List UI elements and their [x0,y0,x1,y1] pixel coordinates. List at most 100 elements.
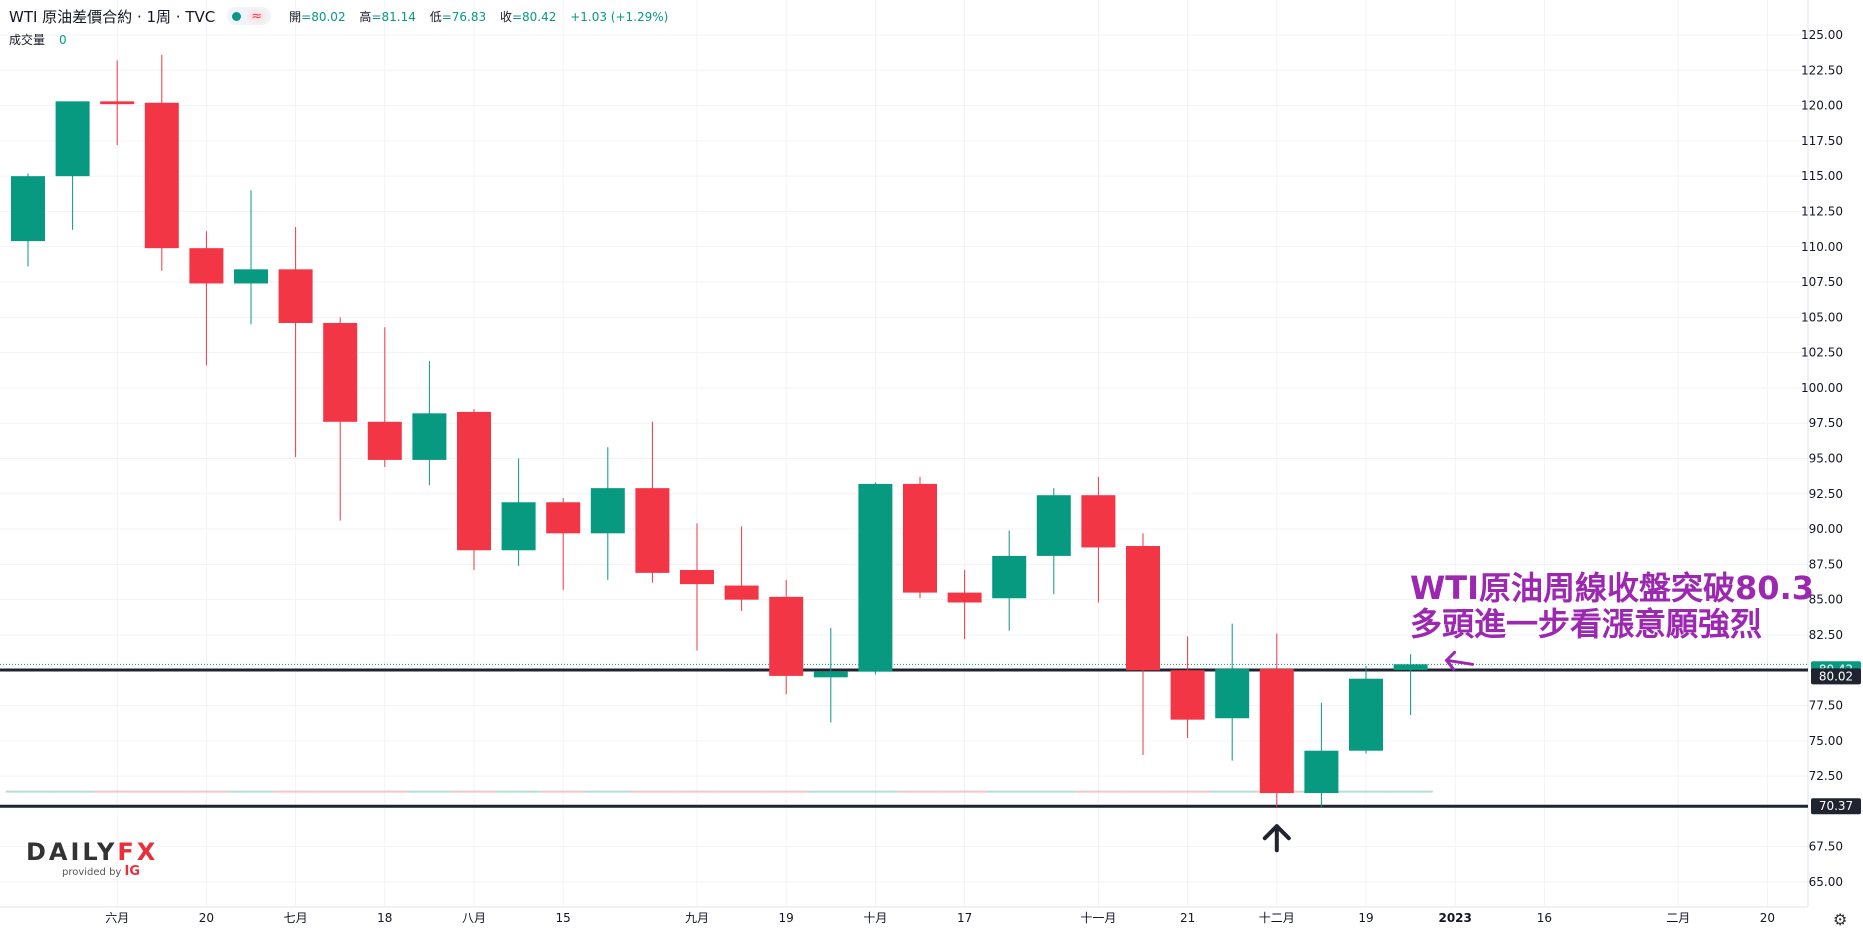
dailyfx-logo: DAILYFX provided by IG [26,838,158,879]
price-tick-label: 122.50 [1801,63,1843,77]
low-value: =76.83 [441,9,487,24]
time-tick-label: 六月 [105,911,129,925]
candle-body [1170,670,1205,720]
volume-label[interactable]: 成交量 [9,33,46,47]
candle-body [680,570,714,585]
candle [1393,654,1428,715]
close-value: =80.42 [511,9,557,24]
price-tick-label: 95.00 [1809,452,1843,466]
candle [1036,488,1071,595]
candle-body [813,671,848,678]
annotation-line-2: 多頭進一步看漲意願強烈 [1410,605,1763,643]
candle [501,458,536,566]
logo-brand-main: DAILY [26,838,118,866]
candle-body [11,176,45,242]
candle [457,409,491,571]
price-tick-label: 90.00 [1809,522,1843,536]
candle [947,570,982,640]
candle [1081,476,1116,603]
horizontal-lines [0,663,1808,808]
gear-icon[interactable]: ⚙ [1833,910,1848,929]
candle-body [1081,495,1116,548]
candle-body [323,322,358,422]
time-tick-label: 七月 [284,911,308,925]
candle [546,498,581,590]
candle-body [55,101,90,177]
candle-body [947,592,982,603]
candle [278,226,313,458]
logo-brand-fx: FX [117,838,159,866]
price-tick-label: 112.50 [1801,204,1843,218]
time-axis[interactable]: 六月 20 七月 18 八月 15 九月 19 十月 17 十一月 21 十二月 19 2023 16 二月 20 [105,911,1775,925]
low-label: 低 [429,9,442,24]
time-tick-label: 20 [199,911,214,925]
time-tick-label: 十月 [863,911,887,925]
candle [635,421,670,583]
symbol-title[interactable]: WTI 原油差價合約 · 1周 · TVC [9,7,216,26]
candle [680,523,714,651]
price-tick-label: 102.50 [1801,346,1843,360]
candle-body [1393,664,1428,670]
candle-body [724,585,759,600]
candle [189,231,224,366]
candle-body [278,269,313,323]
candle [724,526,759,611]
purple-arrow-head [1444,650,1457,671]
candle-body [367,421,402,460]
price-tag-bg [1811,798,1861,815]
price-tick-label: 115.00 [1801,169,1843,183]
high-label: 高 [359,9,372,24]
candle [1170,636,1205,739]
time-tick-label: 19 [1358,911,1373,925]
volume-value: 0 [59,33,67,47]
candle [903,476,937,599]
time-tick-label: 21 [1180,911,1195,925]
candle [992,530,1027,631]
up-arrow-head [1262,824,1291,841]
candle-body [769,596,804,676]
candle-body [1259,668,1294,794]
candle [1304,702,1339,808]
candle [813,627,848,723]
time-tick-label: 16 [1537,911,1552,925]
price-tick-label: 85.00 [1809,593,1843,607]
candle [1215,623,1250,761]
time-tick-label: 19 [779,911,794,925]
candle-body [546,502,581,534]
candle-body [234,269,268,284]
annotation-line-1: WTI原油周線收盤突破80.3 [1410,569,1814,607]
price-tick-label: 77.50 [1809,699,1843,713]
price-tick-label: 82.50 [1809,628,1843,642]
logo-provided-by: provided by [62,867,122,878]
candle-body [1126,546,1160,671]
market-status-icon [232,11,242,21]
time-tick-label: 2023 [1438,911,1471,925]
logo-ig: IG [124,864,141,879]
candle-body [590,488,625,534]
high-value: =81.14 [371,9,416,24]
candle [367,327,402,467]
candle-body [1215,668,1250,719]
price-axis[interactable]: 125.00 122.50 120.00 117.50 115.00 112.50 110.… [1801,28,1861,889]
candle-body [903,483,937,593]
ohlc-readout: 開=80.02 高=81.14 低=76.83 收=80.42 +1.03 (+… [289,8,678,25]
candle-body [992,555,1027,599]
candle-body [412,413,447,460]
candle [769,579,804,695]
purple-arrow-icon [1444,650,1475,671]
open-label: 開 [289,9,302,24]
candle [323,317,358,521]
status-badge[interactable]: ≈ [227,7,272,25]
wave-icon: ≈ [247,8,267,24]
grid-lines [0,0,1809,908]
price-tick-label: 97.50 [1809,416,1843,430]
candle [1259,633,1294,808]
price-tag-bg [1811,668,1861,685]
candle [234,190,268,325]
candle-body [144,102,179,249]
candle-body [635,488,670,573]
change-value: +1.03 (+1.29%) [570,9,669,24]
up-arrow-icon [1262,824,1291,853]
chart-header: WTI 原油差價合約 · 1周 · TVC ≈ 開=80.02 高=81.14 … [9,6,678,26]
